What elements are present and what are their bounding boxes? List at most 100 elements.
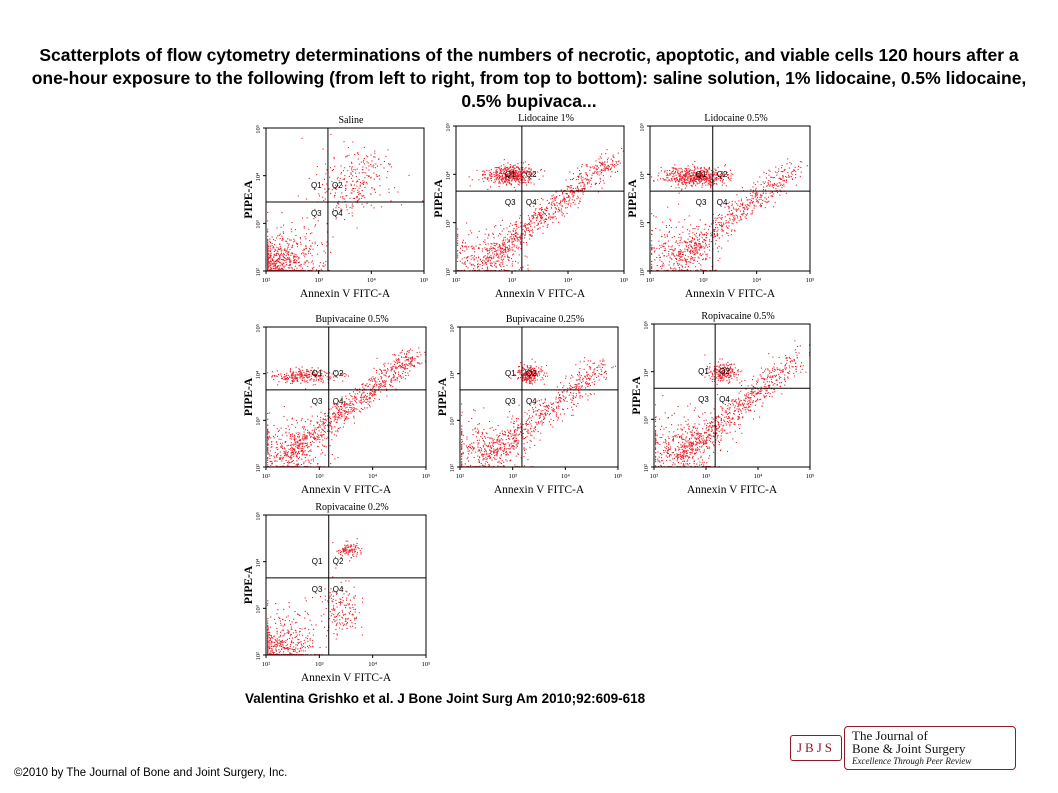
scatter-point	[526, 170, 528, 172]
scatter-point	[715, 177, 717, 179]
scatter-point	[701, 172, 703, 174]
scatter-point	[293, 377, 295, 379]
scatter-point	[683, 178, 685, 180]
scatter-point	[503, 258, 505, 260]
scatter-point	[316, 374, 318, 376]
scatter-point	[396, 376, 398, 378]
scatter-point	[470, 264, 472, 266]
scatter-point	[285, 259, 287, 261]
scatter-point	[503, 237, 505, 239]
scatter-point	[742, 213, 744, 215]
scatter-point	[325, 260, 327, 262]
scatter-point	[366, 395, 368, 397]
scatter-point	[283, 254, 285, 256]
scatter-point	[615, 161, 617, 163]
scatter-point	[310, 421, 312, 423]
scatter-point	[326, 241, 328, 243]
scatter-point	[517, 178, 519, 180]
scatter-point	[332, 416, 334, 418]
scatter-point	[508, 179, 510, 181]
scatter-point	[577, 187, 579, 189]
scatter-point	[481, 260, 483, 262]
scatter-point	[331, 169, 333, 171]
scatter-point	[523, 170, 525, 172]
scatter-point	[709, 168, 711, 170]
scatter-point	[787, 172, 789, 174]
scatter-point	[542, 213, 544, 215]
scatter-point	[267, 228, 269, 230]
scatter-point	[515, 231, 517, 233]
scatter-point	[327, 378, 329, 380]
scatter-point	[342, 198, 344, 200]
scatter-point	[286, 372, 288, 374]
scatter-point	[274, 374, 276, 376]
scatter-point	[269, 250, 271, 252]
scatter-point	[490, 255, 492, 257]
scatter-point	[779, 184, 781, 186]
scatter-point	[515, 175, 517, 177]
scatter-point	[294, 253, 296, 255]
scatter-point	[351, 407, 353, 409]
scatter-point	[334, 376, 336, 378]
scatter-point	[653, 215, 655, 217]
scatter-point	[767, 201, 769, 203]
scatter-point	[406, 356, 408, 358]
scatter-point	[690, 261, 692, 263]
scatter-point	[322, 422, 324, 424]
scatter-point	[746, 203, 748, 205]
scatter-point	[290, 228, 292, 230]
scatter-point	[519, 217, 521, 219]
scatter-point	[795, 171, 797, 173]
scatter-point	[313, 375, 315, 377]
scatter-point	[417, 362, 419, 364]
scatter-point	[277, 269, 279, 271]
scatter-point	[682, 253, 684, 255]
scatter-point	[580, 177, 582, 179]
scatter-point	[538, 228, 540, 230]
scatter-point	[304, 269, 306, 271]
scatter-point	[402, 376, 404, 378]
scatter-point	[320, 377, 322, 379]
scatter-point	[509, 236, 511, 238]
scatter-point	[385, 388, 387, 390]
scatter-point	[518, 167, 520, 169]
scatter-point	[479, 244, 481, 246]
scatter-point	[280, 253, 282, 255]
scatter-point	[539, 212, 541, 214]
scatter-point	[384, 362, 386, 364]
scatter-point	[516, 166, 518, 168]
scatter-point	[654, 250, 656, 252]
scatter-point	[294, 443, 296, 445]
scatter-point	[503, 243, 505, 245]
scatter-point	[695, 176, 697, 178]
scatter-point	[326, 245, 328, 247]
scatter-point	[776, 172, 778, 174]
scatter-point	[288, 448, 290, 450]
scatter-point	[494, 243, 496, 245]
scatter-point	[503, 176, 505, 178]
scatter-point	[322, 196, 324, 198]
scatter-point	[340, 399, 342, 401]
scatter-point	[540, 218, 542, 220]
scatter-point	[347, 414, 349, 416]
scatter-point	[750, 199, 752, 201]
scatter-point	[725, 203, 727, 205]
scatter-point	[341, 185, 343, 187]
scatter-point	[375, 390, 377, 392]
scatter-point	[685, 241, 687, 243]
scatter-point	[324, 264, 326, 266]
scatter-point	[603, 168, 605, 170]
scatter-point	[331, 439, 333, 441]
scatter-point	[287, 444, 289, 446]
scatter-point	[484, 171, 486, 173]
scatter-point	[333, 187, 335, 189]
scatter-point	[498, 176, 500, 178]
scatter-point	[765, 198, 767, 200]
scatter-point	[325, 425, 327, 427]
scatter-point	[783, 185, 785, 187]
scatter-point	[666, 255, 668, 257]
scatter-point	[292, 380, 294, 382]
scatter-point	[274, 248, 276, 250]
scatter-point	[690, 256, 692, 258]
scatter-point	[290, 260, 292, 262]
